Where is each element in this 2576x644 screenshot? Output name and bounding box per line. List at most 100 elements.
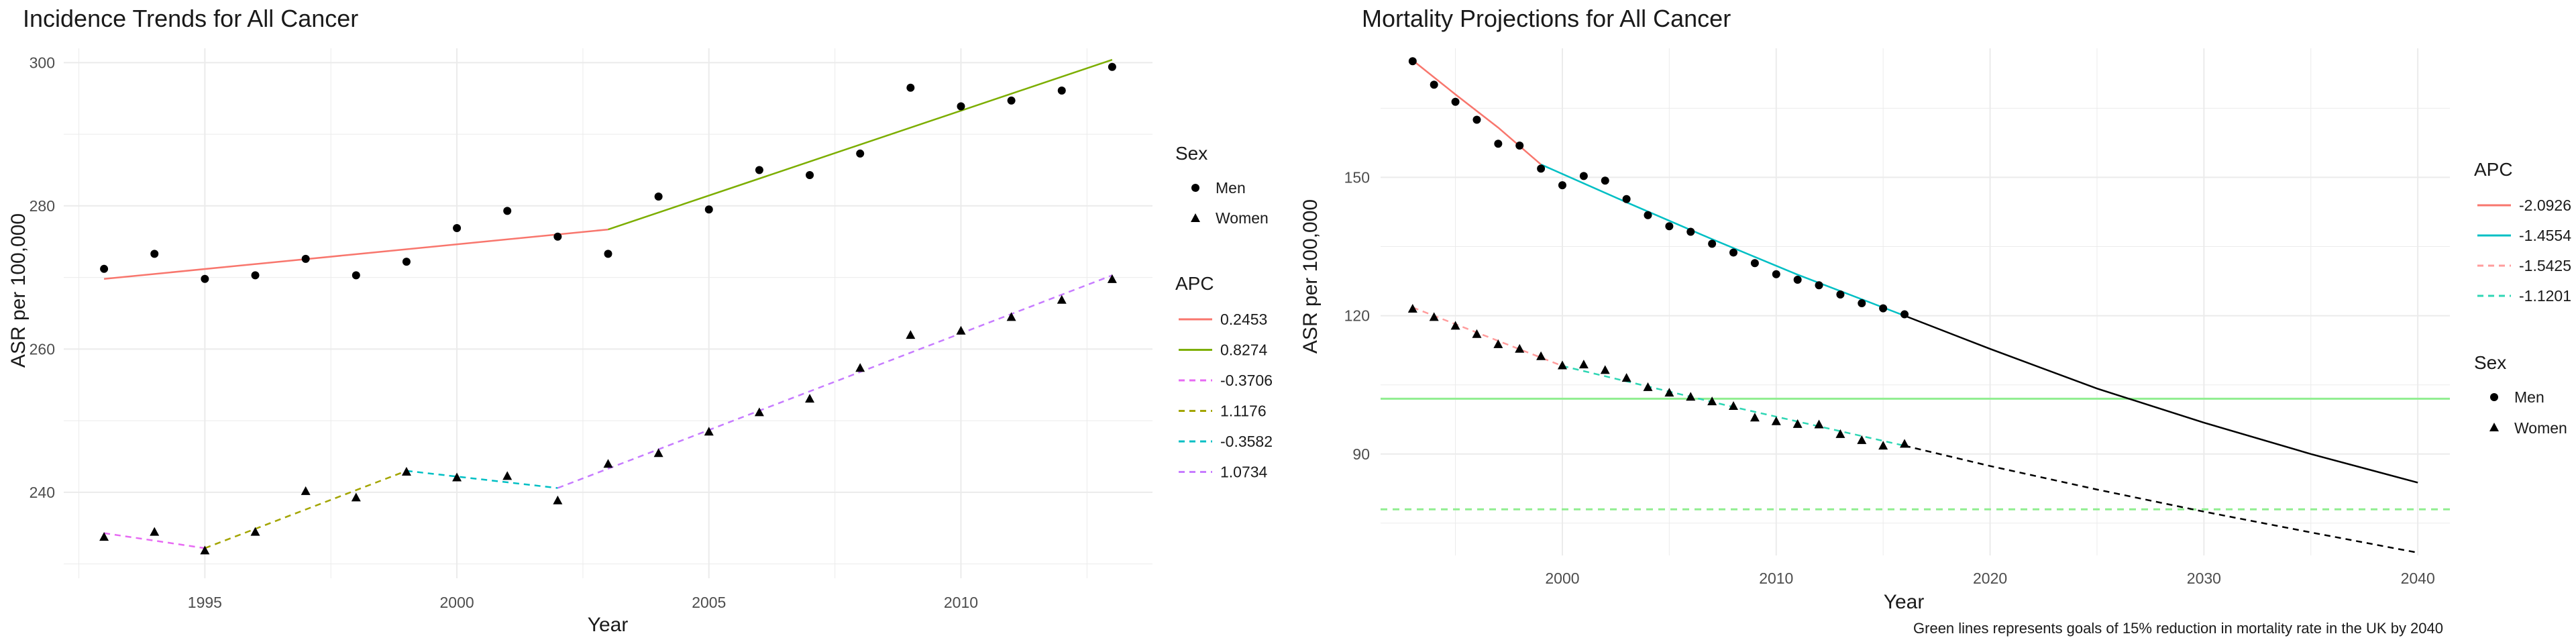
legend-apc-label: -0.3706 xyxy=(1220,372,1273,389)
data-point-men xyxy=(1472,115,1481,124)
x-tick-label: 2000 xyxy=(439,594,474,611)
data-point-men xyxy=(1622,195,1631,203)
data-point-women xyxy=(906,330,916,339)
data-point-women xyxy=(1057,294,1067,304)
data-point-men xyxy=(553,232,562,241)
fit-line xyxy=(204,470,407,549)
incidence-gridlines xyxy=(64,48,1152,578)
data-point-women xyxy=(452,472,462,482)
data-point-women xyxy=(250,527,260,536)
data-point-men xyxy=(1430,80,1438,89)
data-point-women xyxy=(301,486,311,495)
mortality-fit-lines xyxy=(1412,59,2418,554)
legend-apc-label: -2.0926 xyxy=(2519,197,2571,214)
mortality-x-axis-title: Year xyxy=(1884,591,1925,613)
data-point-women xyxy=(1857,435,1867,444)
data-point-men xyxy=(1108,62,1116,71)
data-point-women xyxy=(1750,413,1760,422)
x-tick-label: 2000 xyxy=(1545,570,1579,587)
data-point-men xyxy=(1750,259,1759,268)
data-point-men xyxy=(1793,276,1802,284)
data-point-men xyxy=(1686,227,1695,236)
data-point-women xyxy=(1792,419,1803,428)
mortality-y-tick-labels: 90 120 150 xyxy=(1344,168,1370,462)
mortality-legend-apc-title: APC xyxy=(2474,159,2513,180)
data-point-men xyxy=(1879,304,1888,313)
data-point-men xyxy=(654,192,663,201)
x-tick-label: 2010 xyxy=(1759,570,1793,587)
data-point-women xyxy=(1900,439,1910,448)
data-point-men xyxy=(1836,290,1845,299)
mortality-x-tick-labels: 2000 2010 2020 2030 2040 xyxy=(1545,570,2434,587)
mortality-legend-men-marker xyxy=(2490,393,2498,401)
data-point-men xyxy=(1708,239,1717,248)
data-point-men xyxy=(604,250,612,258)
data-point-women xyxy=(1621,373,1631,382)
legend-apc-label: -1.1201 xyxy=(2519,287,2571,305)
data-point-men xyxy=(1494,140,1503,148)
data-point-men xyxy=(150,250,159,258)
fit-line xyxy=(1412,307,1563,367)
mortality-legend-apc-items: -2.0926 -1.4554 -1.5425 -1.1201 xyxy=(2477,197,2571,305)
incidence-legend-sex-title: Sex xyxy=(1175,143,1208,164)
data-point-women xyxy=(1472,329,1482,338)
fit-line xyxy=(557,274,1113,489)
data-point-men xyxy=(352,271,360,280)
incidence-legend-apc: APC 0.2453 0.8274 -0.3706 1.1176 -0.3582 1.07… xyxy=(1175,273,1273,481)
y-tick-label: 90 xyxy=(1352,445,1370,463)
data-point-women xyxy=(855,363,865,372)
x-tick-label: 2005 xyxy=(692,594,726,611)
data-point-men xyxy=(755,166,763,174)
incidence-legend-sex: Sex Men Women xyxy=(1175,143,1269,227)
incidence-legend-women-label: Women xyxy=(1216,209,1269,227)
data-point-men xyxy=(453,223,462,232)
mortality-caption: Green lines represents goals of 15% redu… xyxy=(1913,620,2443,637)
data-point-women xyxy=(1686,392,1696,401)
mortality-chart: Mortality Projections for All Cancer 200… xyxy=(1299,5,2571,637)
incidence-chart: Incidence Trends for All Cancer 1995 2000… xyxy=(7,5,1273,636)
data-point-women xyxy=(1835,429,1845,438)
data-point-women xyxy=(1878,441,1888,450)
data-point-women xyxy=(1729,401,1739,411)
mortality-legend-apc: APC -2.0926 -1.4554 -1.5425 -1.1201 xyxy=(2474,159,2571,305)
incidence-y-axis-title: ASR per 100,000 xyxy=(7,213,30,368)
data-point-women xyxy=(1600,365,1610,374)
data-point-women xyxy=(401,467,411,476)
mortality-gridlines xyxy=(1381,48,2450,555)
mortality-plot-area xyxy=(1381,48,2450,555)
data-point-men xyxy=(1007,96,1016,105)
data-point-men xyxy=(301,254,310,263)
mortality-y-axis-title: ASR per 100,000 xyxy=(1299,199,1322,354)
data-point-women xyxy=(1450,321,1460,330)
data-point-women xyxy=(1107,274,1117,283)
mortality-chart-title: Mortality Projections for All Cancer xyxy=(1362,5,1731,32)
mortality-data-points xyxy=(1407,57,1910,450)
incidence-plot-area xyxy=(64,48,1152,578)
data-point-men xyxy=(1900,310,1909,319)
data-point-women xyxy=(351,492,361,502)
x-tick-label: 2010 xyxy=(944,594,978,611)
x-tick-label: 2020 xyxy=(1973,570,2007,587)
data-point-women xyxy=(1707,396,1717,406)
data-point-men xyxy=(856,149,865,158)
legend-apc-label: -1.5425 xyxy=(2519,257,2571,274)
data-point-men xyxy=(957,102,965,111)
data-point-men xyxy=(1815,281,1823,290)
data-point-men xyxy=(1579,172,1588,180)
data-point-men xyxy=(1408,57,1417,66)
data-point-women xyxy=(1771,416,1781,425)
mortality-legend-sex-title: Sex xyxy=(2474,352,2506,373)
mortality-legend-sex: Sex Men Women xyxy=(2474,352,2567,437)
data-point-men xyxy=(503,207,512,215)
data-point-women xyxy=(1643,382,1653,391)
data-point-women xyxy=(1006,312,1016,321)
y-tick-label: 280 xyxy=(30,197,55,215)
incidence-legend-men-label: Men xyxy=(1216,179,1246,197)
data-point-men xyxy=(1729,248,1738,257)
incidence-legend-apc-items: 0.2453 0.8274 -0.3706 1.1176 -0.3582 1.0734 xyxy=(1179,311,1273,481)
y-tick-label: 240 xyxy=(30,484,55,501)
legend-apc-label: 0.8274 xyxy=(1220,341,1268,359)
fit-line xyxy=(608,58,1113,231)
data-point-women xyxy=(150,527,160,536)
data-point-women xyxy=(1814,419,1824,429)
